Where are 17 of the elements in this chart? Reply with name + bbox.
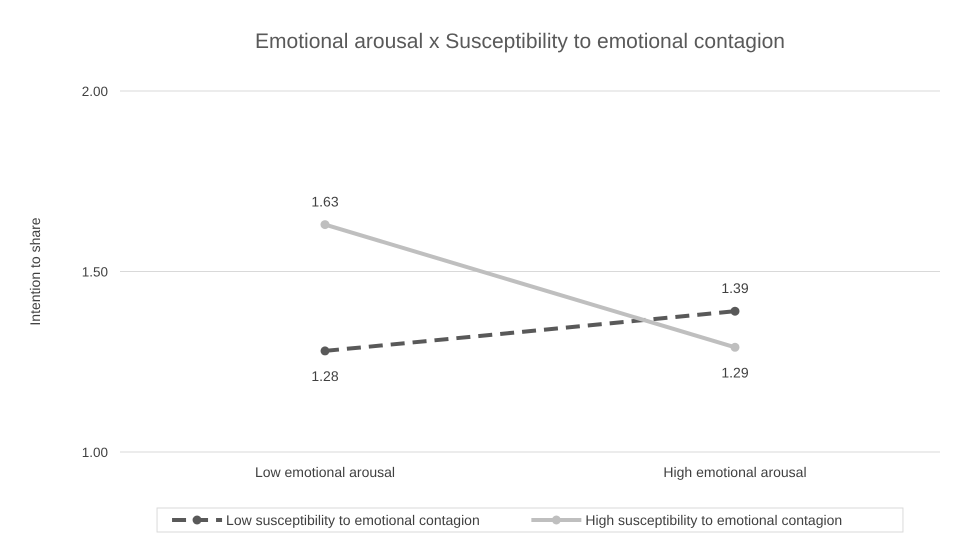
data-label: 1.63 [311, 194, 339, 210]
y-tick-label: 2.00 [82, 84, 108, 99]
x-tick-label: Low emotional arousal [254, 464, 396, 480]
y-tick-label: 1.00 [82, 445, 108, 460]
y-tick-label: 1.50 [82, 264, 108, 280]
legend-label: Low susceptibility to emotional contagion [226, 512, 480, 528]
y-axis-title: Intention to share [27, 217, 43, 326]
chart-title: Emotional arousal x Susceptibility to emotional contagion [255, 30, 785, 53]
legend-label: High susceptibility to emotional contagion [585, 512, 842, 528]
data-label: 1.29 [721, 364, 749, 380]
x-tick-label: High emotional arousal [663, 464, 807, 480]
data-label: 1.39 [721, 280, 749, 296]
point [730, 306, 740, 316]
point [730, 342, 740, 352]
point [320, 346, 330, 356]
point [320, 220, 330, 230]
data-label: 1.28 [311, 368, 339, 384]
